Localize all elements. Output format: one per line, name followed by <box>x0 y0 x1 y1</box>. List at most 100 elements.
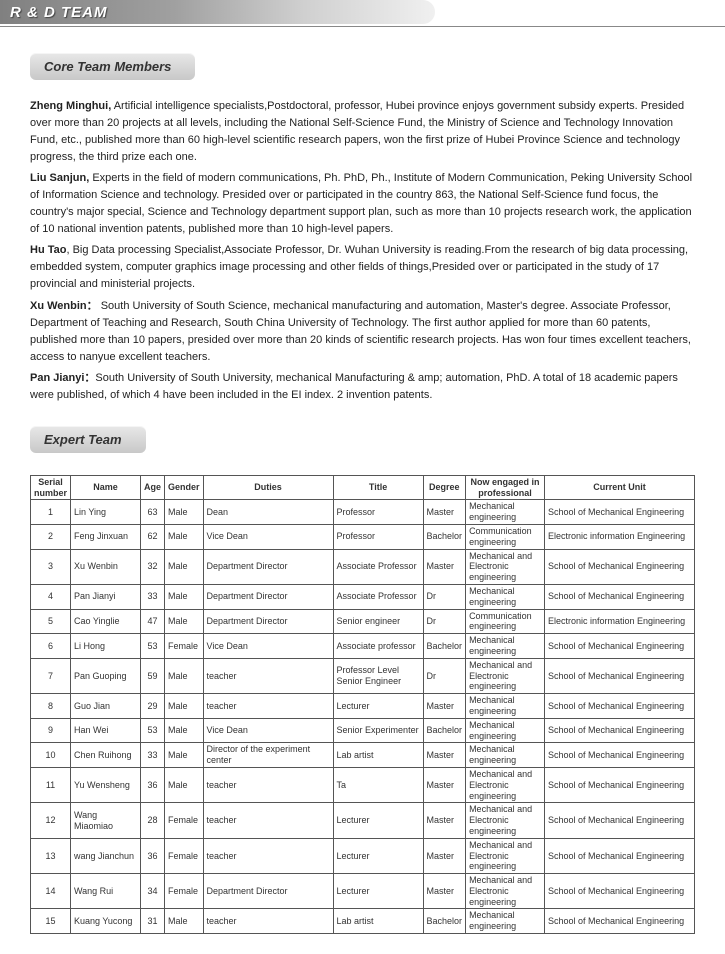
core-team-label: Core Team Members <box>30 53 195 80</box>
table-cell: Professor Level Senior Engineer <box>333 658 423 693</box>
table-row: 10Chen Ruihong33MaleDirector of the expe… <box>31 743 695 768</box>
content-area: Core Team Members Zheng Minghui, Artific… <box>0 47 725 954</box>
table-cell: School of Mechanical Engineering <box>545 767 695 802</box>
table-cell: Male <box>165 524 204 549</box>
table-cell: 7 <box>31 658 71 693</box>
table-cell: 62 <box>141 524 165 549</box>
table-row: 8Guo Jian29MaleteacherLecturerMasterMech… <box>31 694 695 719</box>
table-body: 1Lin Ying63MaleDeanProfessorMasterMechan… <box>31 500 695 934</box>
table-cell: Associate professor <box>333 634 423 659</box>
bio-paragraph: Liu Sanjun, Experts in the field of mode… <box>30 170 695 238</box>
table-cell: School of Mechanical Engineering <box>545 909 695 934</box>
bio-paragraph: Pan Jianyi：South University of South Uni… <box>30 370 695 404</box>
table-cell: Master <box>423 694 466 719</box>
table-cell: Male <box>165 718 204 743</box>
table-cell: Mechanical engineering <box>466 694 545 719</box>
table-cell: Master <box>423 549 466 584</box>
table-cell: Female <box>165 838 204 873</box>
table-cell: 6 <box>31 634 71 659</box>
table-cell: School of Mechanical Engineering <box>545 634 695 659</box>
bio-paragraph: Hu Tao, Big Data processing Specialist,A… <box>30 242 695 293</box>
bio-text: South University of South Science, mecha… <box>30 300 691 363</box>
header-divider <box>0 26 725 27</box>
table-cell: Mechanical and Electronic engineering <box>466 767 545 802</box>
table-cell: Male <box>165 609 204 634</box>
table-cell: 29 <box>141 694 165 719</box>
table-cell: Lecturer <box>333 874 423 909</box>
table-cell: Lab artist <box>333 909 423 934</box>
table-cell: School of Mechanical Engineering <box>545 584 695 609</box>
table-cell: Department Director <box>203 874 333 909</box>
table-cell: School of Mechanical Engineering <box>545 874 695 909</box>
table-cell: Han Wei <box>71 718 141 743</box>
table-cell: Guo Jian <box>71 694 141 719</box>
table-cell: Bachelor <box>423 524 466 549</box>
table-cell: 1 <box>31 500 71 525</box>
table-cell: Communication engineering <box>466 609 545 634</box>
table-cell: wang Jianchun <box>71 838 141 873</box>
table-cell: 3 <box>31 549 71 584</box>
table-cell: School of Mechanical Engineering <box>545 549 695 584</box>
table-cell: 53 <box>141 718 165 743</box>
expert-table: Serial numberNameAgeGenderDutiesTitleDeg… <box>30 475 695 934</box>
table-cell: School of Mechanical Engineering <box>545 658 695 693</box>
table-cell: Male <box>165 584 204 609</box>
table-cell: Dean <box>203 500 333 525</box>
table-cell: Director of the experiment center <box>203 743 333 768</box>
table-cell: School of Mechanical Engineering <box>545 803 695 838</box>
table-header-cell: Degree <box>423 475 466 500</box>
table-cell: Master <box>423 803 466 838</box>
table-cell: Senior engineer <box>333 609 423 634</box>
table-cell: teacher <box>203 767 333 802</box>
table-header-row: Serial numberNameAgeGenderDutiesTitleDeg… <box>31 475 695 500</box>
page-header: R & D TEAM <box>0 0 435 24</box>
table-cell: teacher <box>203 694 333 719</box>
expert-team-label: Expert Team <box>30 426 146 453</box>
table-cell: 5 <box>31 609 71 634</box>
table-cell: Electronic information Engineering <box>545 524 695 549</box>
table-cell: Male <box>165 658 204 693</box>
table-cell: teacher <box>203 909 333 934</box>
table-row: 14Wang Rui34FemaleDepartment DirectorLec… <box>31 874 695 909</box>
table-cell: Communication engineering <box>466 524 545 549</box>
table-cell: School of Mechanical Engineering <box>545 718 695 743</box>
table-cell: Mechanical engineering <box>466 718 545 743</box>
table-cell: Female <box>165 874 204 909</box>
table-cell: Cao Yinglie <box>71 609 141 634</box>
bio-name: Hu Tao <box>30 244 66 256</box>
table-cell: Lab artist <box>333 743 423 768</box>
page-title: R & D TEAM <box>10 4 108 21</box>
table-cell: Male <box>165 500 204 525</box>
table-cell: Dr <box>423 609 466 634</box>
table-cell: Feng Jinxuan <box>71 524 141 549</box>
bio-name: Pan Jianyi： <box>30 372 95 384</box>
table-cell: Mechanical engineering <box>466 634 545 659</box>
table-row: 9Han Wei53MaleVice DeanSenior Experiment… <box>31 718 695 743</box>
table-cell: Vice Dean <box>203 718 333 743</box>
table-cell: 9 <box>31 718 71 743</box>
table-header-cell: Now engaged in professional <box>466 475 545 500</box>
table-cell: Female <box>165 634 204 659</box>
table-header-cell: Current Unit <box>545 475 695 500</box>
table-cell: Senior Experimenter <box>333 718 423 743</box>
table-row: 2Feng Jinxuan62MaleVice DeanProfessorBac… <box>31 524 695 549</box>
table-cell: Master <box>423 500 466 525</box>
bio-text: Experts in the field of modern communica… <box>30 172 692 235</box>
bio-paragraph: Xu Wenbin： South University of South Sci… <box>30 298 695 366</box>
table-header-cell: Title <box>333 475 423 500</box>
table-cell: Department Director <box>203 584 333 609</box>
table-cell: 32 <box>141 549 165 584</box>
table-cell: Department Director <box>203 609 333 634</box>
table-cell: Bachelor <box>423 909 466 934</box>
table-cell: School of Mechanical Engineering <box>545 743 695 768</box>
table-cell: Male <box>165 549 204 584</box>
table-cell: Electronic information Engineering <box>545 609 695 634</box>
table-cell: Mechanical and Electronic engineering <box>466 658 545 693</box>
table-cell: Mechanical and Electronic engineering <box>466 803 545 838</box>
table-cell: Bachelor <box>423 718 466 743</box>
bio-paragraph: Zheng Minghui, Artificial intelligence s… <box>30 98 695 166</box>
table-cell: Male <box>165 694 204 719</box>
table-cell: Mechanical engineering <box>466 500 545 525</box>
table-cell: Vice Dean <box>203 524 333 549</box>
table-cell: teacher <box>203 803 333 838</box>
